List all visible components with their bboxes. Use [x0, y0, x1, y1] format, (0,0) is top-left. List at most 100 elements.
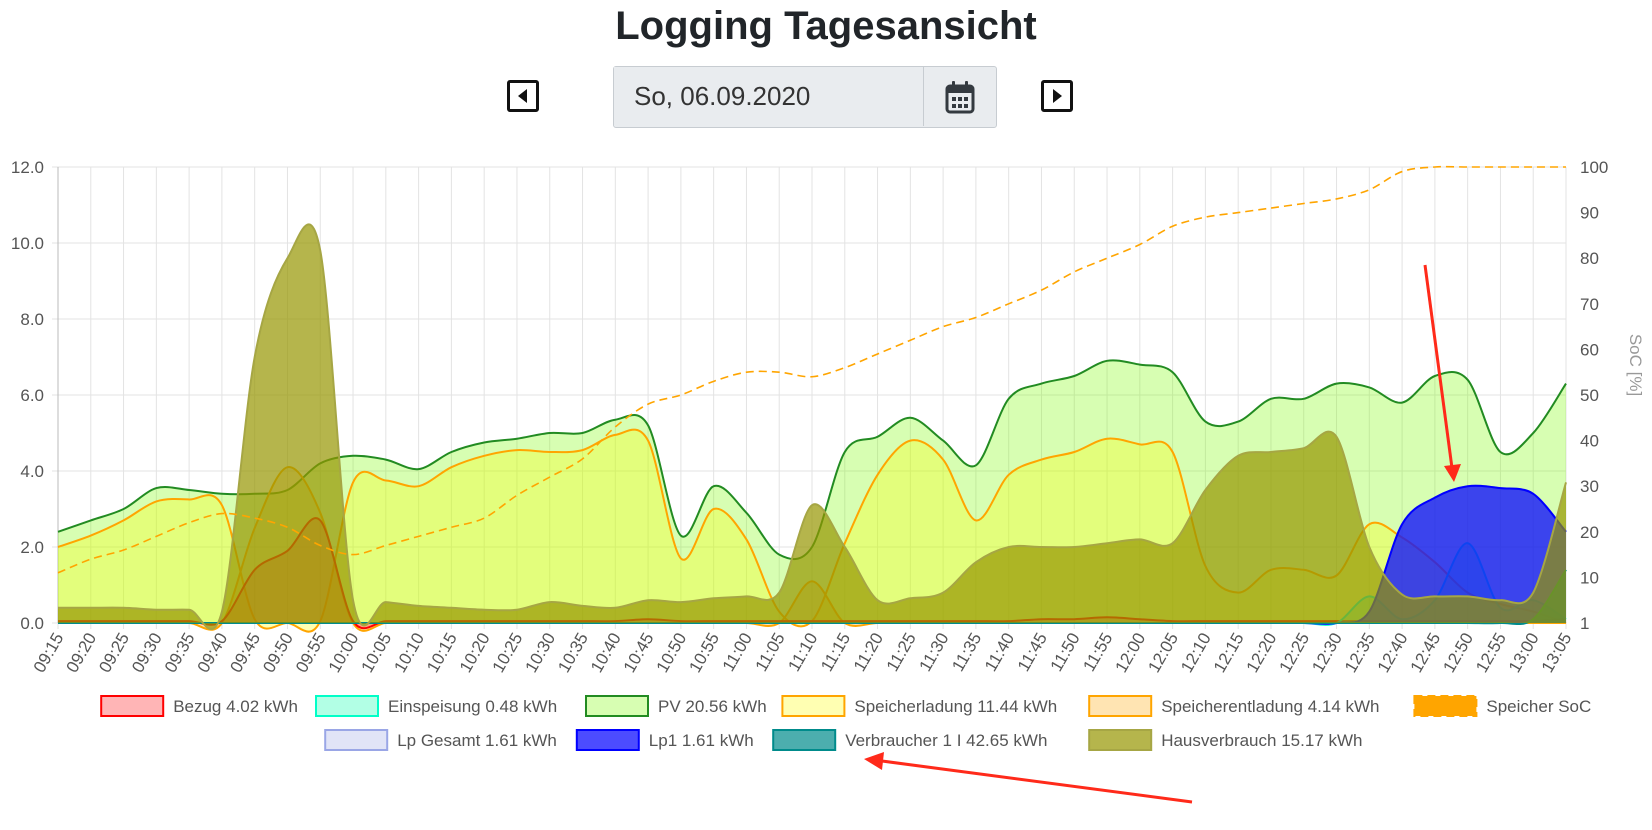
legend-label: Lp1 1.61 kWh [649, 731, 754, 750]
legend-swatch [585, 695, 649, 717]
legend-item[interactable]: Lp1 1.61 kWh [575, 729, 754, 751]
x-tick-label: 12:50 [1439, 630, 1477, 676]
x-tick-label: 09:55 [292, 630, 330, 676]
annotation-arrows [864, 264, 1461, 804]
x-tick-label: 12:15 [1210, 630, 1248, 676]
legend-item[interactable]: Bezug 4.02 kWh [100, 695, 298, 717]
legend-item[interactable]: PV 20.56 kWh [585, 695, 767, 717]
x-tick-label: 11:45 [1014, 630, 1051, 675]
legend-swatch [1088, 695, 1153, 717]
legend-label: Verbraucher 1 I 42.65 kWh [845, 731, 1047, 750]
y2-tick-label: 80 [1580, 249, 1599, 268]
legend-label: Lp Gesamt 1.61 kWh [397, 731, 557, 750]
x-tick-label: 11:05 [752, 630, 789, 675]
x-tick-label: 11:35 [948, 630, 985, 675]
x-tick-label: 11:20 [850, 630, 887, 675]
x-tick-label: 11:50 [1047, 630, 1084, 675]
series-8 [58, 223, 1567, 631]
legend-label: Einspeisung 0.48 kWh [388, 697, 557, 716]
date-picker: So, 06.09.2020 [613, 66, 997, 128]
x-axis: 09:1509:2009:2509:3009:3509:4009:4509:50… [30, 630, 1576, 676]
x-tick-label: 12:10 [1177, 630, 1215, 676]
x-tick-label: 12:35 [1341, 630, 1379, 676]
legend-swatch [1088, 729, 1153, 751]
x-tick-label: 09:50 [259, 630, 297, 676]
legend-swatch [100, 695, 165, 717]
next-day-button[interactable] [1041, 80, 1073, 112]
x-tick-label: 09:40 [194, 630, 232, 676]
x-tick-label: 09:15 [30, 630, 68, 676]
y2-tick-label: 50 [1580, 386, 1599, 405]
x-tick-label: 10:20 [456, 630, 494, 676]
x-tick-label: 10:35 [554, 630, 592, 676]
x-tick-label: 12:45 [1407, 630, 1445, 676]
legend-label: Speicher SoC [1486, 697, 1591, 716]
x-tick-label: 12:00 [1112, 630, 1150, 676]
x-tick-label: 12:30 [1308, 630, 1346, 676]
x-tick-label: 10:15 [423, 630, 461, 676]
y-tick-label: 10.0 [11, 234, 44, 253]
series-line [57, 165, 1566, 574]
legend-item[interactable]: Lp Gesamt 1.61 kWh [324, 729, 557, 751]
y2-tick-label: 30 [1580, 477, 1599, 496]
legend-label: PV 20.56 kWh [658, 697, 767, 716]
x-tick-label: 11:25 [883, 630, 920, 675]
x-tick-label: 13:00 [1505, 630, 1543, 676]
x-tick-label: 12:55 [1472, 630, 1510, 676]
calendar-button[interactable] [924, 67, 996, 126]
x-tick-label: 09:35 [161, 630, 199, 676]
x-tick-label: 10:10 [390, 630, 428, 676]
x-tick-label: 13:05 [1538, 630, 1576, 676]
caret-right-icon [1053, 89, 1062, 103]
y-tick-label: 0.0 [20, 614, 44, 633]
x-tick-label: 10:50 [653, 630, 691, 676]
x-tick-label: 11:10 [784, 630, 821, 675]
calendar-icon [945, 80, 975, 113]
legend-item[interactable]: Verbraucher 1 I 42.65 kWh [772, 729, 1047, 751]
x-tick-label: 10:05 [358, 630, 396, 676]
y2-tick-label: 70 [1580, 295, 1599, 314]
y2-tick-label: 40 [1580, 432, 1599, 451]
legend-swatch [575, 729, 640, 751]
arrow-head-icon [864, 752, 884, 770]
legend-item[interactable]: Einspeisung 0.48 kWh [315, 695, 557, 717]
y2-tick-label: 90 [1580, 204, 1599, 223]
y2-tick-label: 60 [1580, 340, 1599, 359]
x-tick-label: 09:20 [63, 630, 101, 676]
x-tick-label: 09:25 [95, 630, 133, 676]
y-tick-label: 2.0 [20, 538, 44, 557]
x-tick-label: 12:25 [1275, 630, 1313, 676]
legend-swatch [1413, 695, 1478, 717]
x-tick-label: 10:55 [685, 630, 723, 676]
x-tick-label: 12:40 [1374, 630, 1412, 676]
x-tick-label: 12:05 [1144, 630, 1182, 676]
legend-item[interactable]: Speicherladung 11.44 kWh [781, 695, 1057, 717]
x-tick-label: 11:15 [817, 630, 854, 675]
caret-left-icon [518, 89, 527, 103]
legend-item[interactable]: Speicher SoC [1413, 695, 1591, 717]
legend-swatch [324, 729, 389, 751]
x-tick-label: 10:30 [521, 630, 559, 676]
y-tick-label: 12.0 [11, 158, 44, 177]
date-input[interactable]: So, 06.09.2020 [614, 67, 924, 126]
legend-item[interactable]: Speicherentladung 4.14 kWh [1088, 695, 1380, 717]
x-tick-label: 11:55 [1079, 630, 1116, 675]
previous-day-button[interactable] [507, 80, 539, 112]
x-tick-label: 09:30 [128, 630, 166, 676]
y2-tick-label: 100 [1580, 158, 1608, 177]
legend-swatch [772, 729, 837, 751]
x-tick-label: 12:20 [1243, 630, 1281, 676]
x-tick-label: 10:25 [489, 630, 527, 676]
y-tick-label: 4.0 [20, 462, 44, 481]
legend-item[interactable]: Hausverbrauch 15.17 kWh [1088, 729, 1362, 751]
x-tick-label: 11:40 [981, 630, 1018, 675]
x-tick-label: 10:00 [325, 630, 363, 676]
x-tick-label: 09:45 [226, 630, 264, 676]
legend: Bezug 4.02 kWh Einspeisung 0.48 kWh PV 20.… [100, 695, 1591, 751]
series-area [58, 224, 1566, 630]
y-axis-left: 0.0 2.0 4.0 6.0 8.0 10.0 12.0 [11, 158, 44, 633]
y2-tick-label: 1 [1580, 614, 1589, 633]
legend-label: Bezug 4.02 kWh [173, 697, 298, 716]
x-tick-label: 11:30 [915, 630, 952, 675]
